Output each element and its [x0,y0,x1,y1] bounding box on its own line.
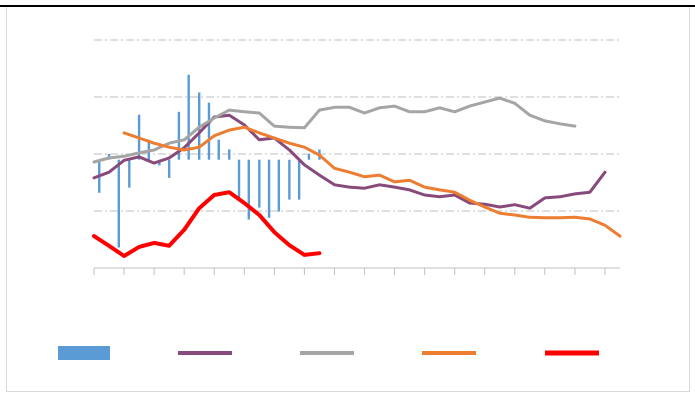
bar [167,159,171,178]
bar [307,154,311,160]
bar [177,111,181,160]
line-series [92,190,322,258]
bar [187,74,190,160]
bar [288,159,291,200]
bar [217,139,220,160]
bar [128,159,131,188]
bar [297,159,301,200]
line-series [122,125,622,238]
bar [117,159,120,248]
bar [247,159,250,220]
bar [237,159,241,200]
bar [277,159,281,212]
chart-frame [6,6,690,392]
line-series [92,113,607,210]
bar [258,159,261,208]
bar [267,159,271,218]
line-series [92,96,577,164]
legend-swatch [58,346,110,360]
bar [207,102,211,160]
bar [228,149,231,160]
